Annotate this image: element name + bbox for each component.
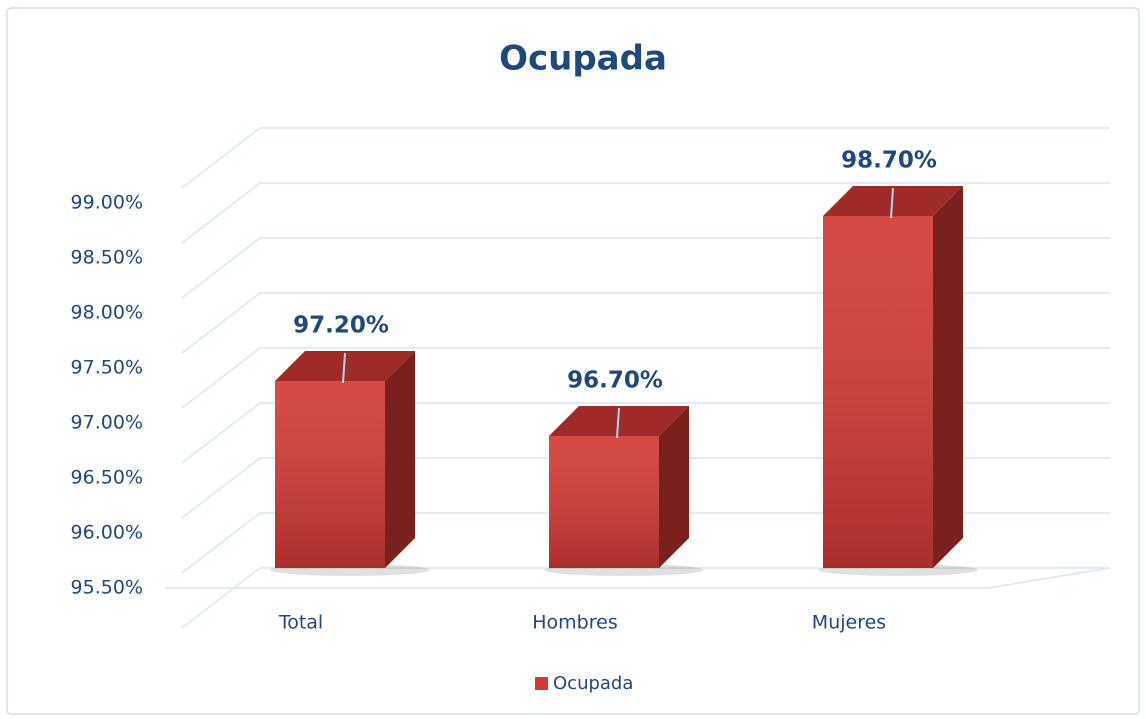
grid-line-side [181,512,261,574]
bar-side-shade [933,186,963,568]
label-leader [342,352,346,384]
x-tick-label: Hombres [532,612,617,634]
plot-area: 95.50% 96.00% 96.50% 97.00% 97.50% 98.00% 98.5… [71,127,1111,694]
bar-side [385,351,415,568]
bar-shade [275,381,385,568]
floor-side [987,567,1111,589]
grid-line-side [181,347,261,409]
chart-title: Ocupada [499,39,667,79]
grid-line-side [181,237,261,299]
legend-label: Ocupada [553,673,633,694]
y-tick-label: 96.50% [71,467,143,489]
bar-shade [823,216,933,568]
y-tick-label: 99.00% [71,192,143,214]
bar-side-shade [385,351,415,568]
grid-line-side [181,457,261,519]
chart-border [6,7,1140,715]
grid-line-side [181,402,261,464]
bar-side [659,406,689,568]
bar-side-shade [659,406,689,568]
legend-swatch [535,677,548,690]
y-tick-label: 97.00% [71,412,143,434]
bar-side [933,186,963,568]
data-label: 97.20% [293,313,389,339]
grid-line-side [181,567,261,629]
wall-side-top [181,127,261,189]
grid-line-side [181,182,261,244]
bar-shade [549,436,659,568]
y-tick-label: 97.50% [71,357,143,379]
y-tick-label: 98.50% [71,247,143,269]
y-tick-label: 96.00% [71,522,143,544]
x-tick-label: Total [278,612,323,634]
y-tick-label: 98.00% [71,302,143,324]
grid-line-side [181,292,261,354]
data-label: 96.70% [567,368,663,394]
label-leader [616,407,620,439]
data-label: 98.70% [841,148,937,174]
y-tick-label: 95.50% [71,577,143,599]
x-tick-label: Mujeres [812,612,886,634]
label-leader [890,187,894,219]
